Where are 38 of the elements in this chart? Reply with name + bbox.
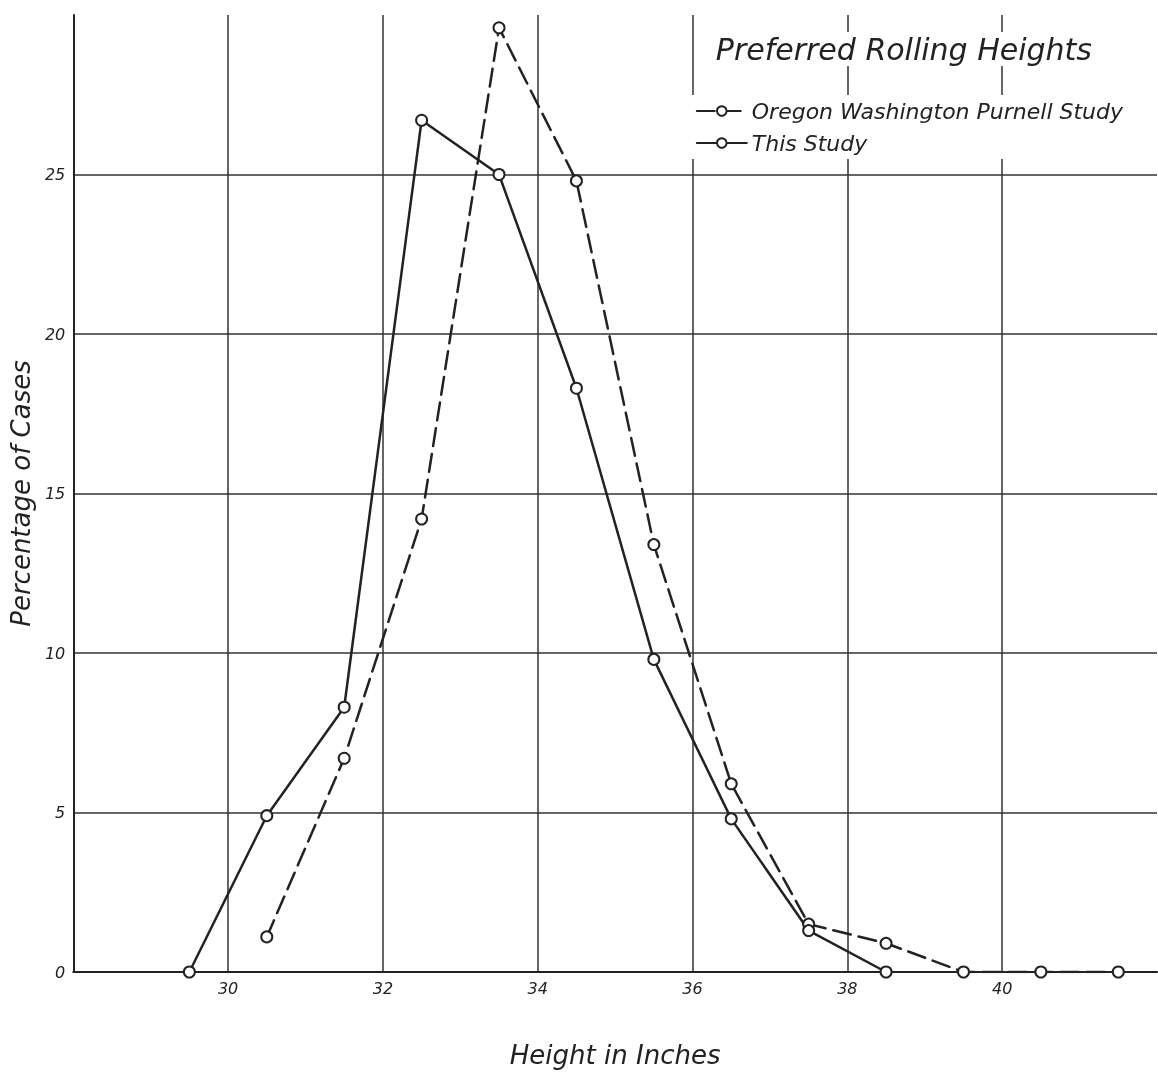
y-tick-label: 0 [55,962,66,982]
x-tick-label: 34 [527,978,548,998]
point [879,965,893,979]
y-tick-label: 25 [44,165,66,184]
point [415,512,429,526]
point [647,652,661,666]
x-tick-label: 40 [992,978,1013,998]
x-tick-label: 38 [837,978,858,998]
x-tick-label: 36 [682,978,703,998]
y-tick-label: 10 [44,643,66,663]
point [647,538,661,552]
x-axis-title: Height in Inches [509,1040,721,1070]
point [337,751,351,765]
text: Preferred Rolling Heights [715,31,1092,67]
point [415,113,429,127]
y-axis-title: Percentage of Cases [6,360,36,627]
legend-label: This Study [751,130,869,156]
point [956,965,970,979]
point [1111,965,1125,979]
point [260,809,274,823]
point [724,812,738,826]
point [260,930,274,944]
point [569,174,583,188]
y-tick-label: 5 [55,803,66,822]
point [337,700,351,714]
point [492,168,506,181]
point [724,777,738,791]
x-tick-label: 32 [372,978,394,998]
y-tick-label: 20 [44,324,66,344]
point [182,965,196,979]
legend-label: Oregon Washington Purnell Study [751,98,1124,124]
point [802,924,816,938]
x-tick-label: 30 [217,978,239,998]
point [569,381,583,395]
point [879,936,893,950]
point [492,21,506,35]
point [1034,965,1048,979]
y-tick-label: 15 [44,484,66,503]
